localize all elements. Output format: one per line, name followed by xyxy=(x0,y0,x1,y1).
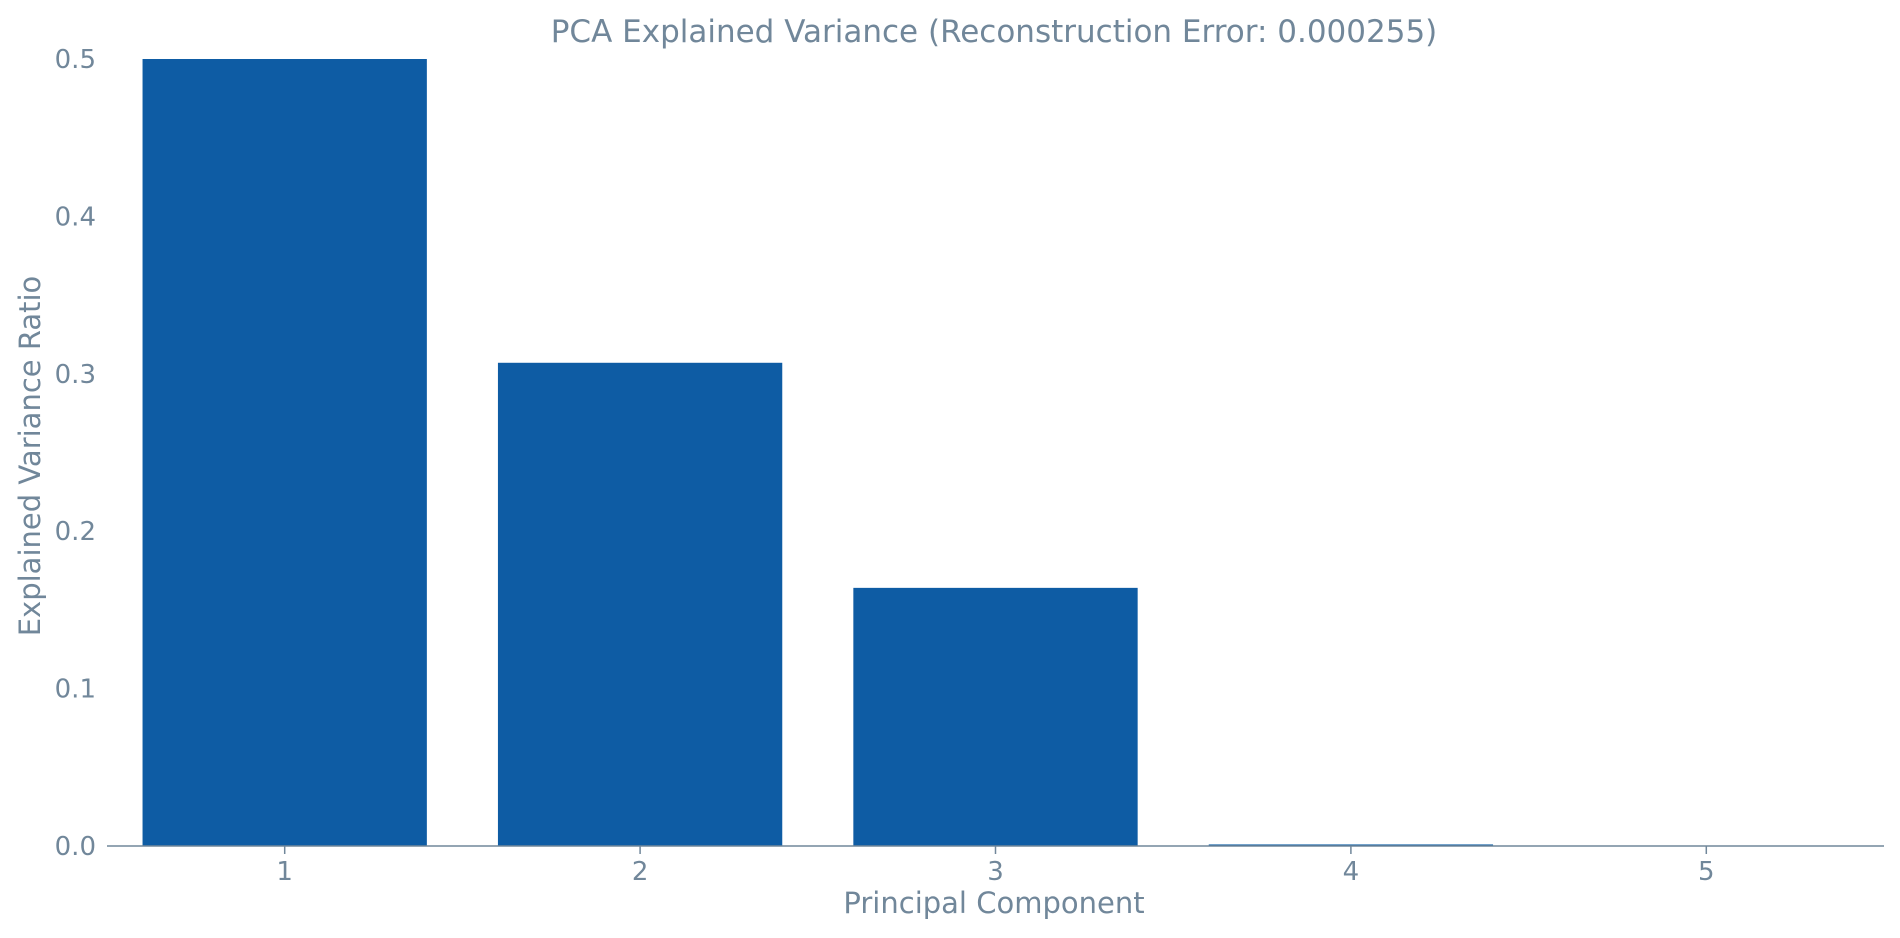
x-tick-label-4: 4 xyxy=(1343,857,1360,887)
bar-component-1 xyxy=(142,59,427,846)
x-axis-ticks: 1 2 3 4 5 xyxy=(276,846,1715,887)
x-tick-label-2: 2 xyxy=(632,857,649,887)
chart-title: PCA Explained Variance (Reconstruction E… xyxy=(551,14,1438,50)
y-axis-label: Explained Variance Ratio xyxy=(13,276,47,637)
x-axis-label: Principal Component xyxy=(843,886,1144,920)
bar-component-2 xyxy=(497,362,783,846)
y-axis-ticks: 0.0 0.1 0.2 0.3 0.4 0.5 xyxy=(55,45,96,862)
y-tick-label: 0.2 xyxy=(55,517,96,547)
x-tick-label-3: 3 xyxy=(987,857,1004,887)
y-tick-label: 0.1 xyxy=(55,675,96,705)
x-tick-label-1: 1 xyxy=(276,857,293,887)
y-tick-label: 0.3 xyxy=(55,360,96,390)
y-tick-label: 0.0 xyxy=(55,832,96,862)
y-tick-label: 0.4 xyxy=(55,202,96,232)
bar-component-4 xyxy=(1208,844,1494,846)
y-tick-label: 0.5 xyxy=(55,45,96,75)
bar-component-3 xyxy=(853,587,1138,846)
bars-layer xyxy=(142,59,1494,846)
x-tick-label-5: 5 xyxy=(1698,857,1715,887)
